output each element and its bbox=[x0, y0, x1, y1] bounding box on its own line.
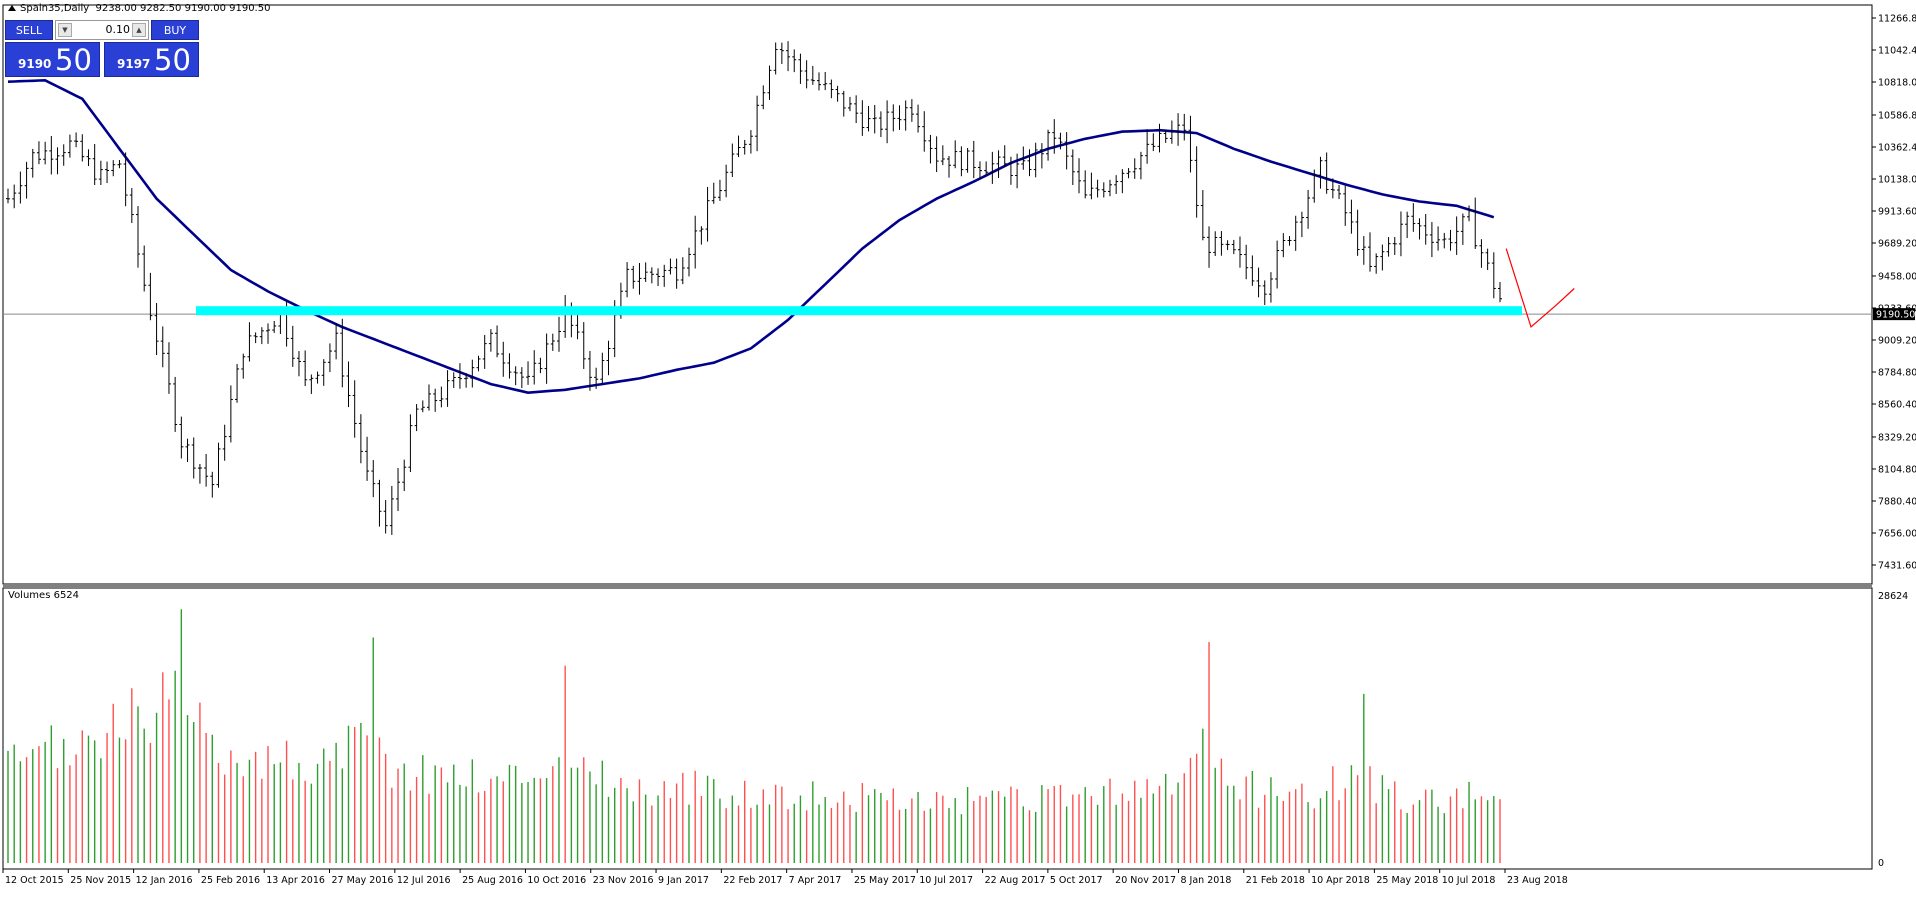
volume-min-label: 0 bbox=[1878, 858, 1884, 869]
price-axis: 11266.80 11042.40 10818.00 10586.80 10362.40… bbox=[1872, 14, 1916, 869]
price-tick-label: 10362.40 bbox=[1878, 142, 1916, 153]
chart-frame bbox=[2, 4, 1873, 870]
price-tick-label: 7656.00 bbox=[1878, 528, 1916, 539]
lot-size-stepper[interactable]: ▼ 0.10 ▲ bbox=[55, 20, 149, 40]
forecast-path bbox=[1505, 248, 1575, 329]
price-tick-label: 9689.20 bbox=[1878, 239, 1916, 250]
price-tick-label: 9009.20 bbox=[1878, 335, 1916, 346]
price-tick-label: 11042.40 bbox=[1878, 46, 1916, 57]
price-tick-label: 11266.80 bbox=[1878, 14, 1916, 25]
lot-size-value[interactable]: 0.10 bbox=[105, 23, 131, 36]
price-tick-label: 8329.20 bbox=[1878, 432, 1916, 443]
price-tick-label: 10586.80 bbox=[1878, 110, 1916, 121]
buy-quote[interactable]: 9197 50 bbox=[104, 42, 199, 77]
collapse-icon[interactable] bbox=[8, 5, 16, 11]
time-tick-label: 25 May 2018 bbox=[1376, 875, 1438, 886]
sell-quote-minor: 50 bbox=[55, 43, 92, 77]
time-axis: 12 Oct 2015 25 Nov 2015 12 Jan 2016 25 Feb … bbox=[2, 869, 1568, 886]
time-tick-label: 5 Oct 2017 bbox=[1050, 875, 1103, 886]
price-tick-label: 8560.40 bbox=[1878, 400, 1916, 411]
symbol-label: Spain35,Daily bbox=[20, 3, 90, 14]
price-tick-label: 8104.80 bbox=[1878, 464, 1916, 475]
time-tick-label: 20 Nov 2017 bbox=[1115, 875, 1176, 886]
time-tick-label: 12 Jan 2016 bbox=[136, 875, 193, 886]
sell-button[interactable]: SELL bbox=[5, 20, 53, 40]
forecast-line bbox=[1505, 248, 1575, 329]
time-tick-label: 25 Nov 2015 bbox=[70, 875, 131, 886]
support-band bbox=[196, 306, 1522, 316]
volume-panel-frame bbox=[2, 587, 1873, 870]
price-tick-label: 8784.80 bbox=[1878, 367, 1916, 378]
moving-average-path bbox=[7, 78, 1495, 395]
chart-header: Spain35,Daily 9238.00 9282.50 9190.00 91… bbox=[8, 3, 270, 14]
price-tick-label: 10818.00 bbox=[1878, 78, 1916, 89]
time-tick-label: 10 Jul 2017 bbox=[919, 875, 973, 886]
volume-bars bbox=[7, 609, 1501, 863]
time-tick-label: 22 Aug 2017 bbox=[985, 875, 1046, 886]
time-tick-label: 22 Feb 2017 bbox=[723, 875, 782, 886]
buy-quote-minor: 50 bbox=[154, 43, 191, 77]
one-click-trading-panel: SELL ▼ 0.10 ▲ BUY 9190 50 9197 50 bbox=[5, 20, 199, 77]
time-tick-label: 7 Apr 2017 bbox=[789, 875, 842, 886]
sell-quote[interactable]: 9190 50 bbox=[5, 42, 100, 77]
support-rectangle bbox=[196, 306, 1522, 316]
time-tick-label: 23 Nov 2016 bbox=[593, 875, 654, 886]
time-tick-label: 10 Jul 2018 bbox=[1442, 875, 1496, 886]
time-tick-label: 10 Apr 2018 bbox=[1311, 875, 1370, 886]
moving-average-line bbox=[7, 78, 1495, 395]
price-bars bbox=[6, 41, 1502, 535]
time-tick-label: 12 Jul 2016 bbox=[397, 875, 451, 886]
volume-panel-title: Volumes 6524 bbox=[8, 590, 80, 601]
sell-quote-major: 9190 bbox=[18, 57, 52, 71]
time-tick-label: 8 Jan 2018 bbox=[1180, 875, 1231, 886]
time-tick-label: 25 Feb 2016 bbox=[201, 875, 260, 886]
volume-max-label: 28624 bbox=[1878, 591, 1908, 602]
price-tick-label: 7431.60 bbox=[1878, 561, 1916, 572]
time-tick-label: 10 Oct 2016 bbox=[527, 875, 586, 886]
price-tick-label: 7880.40 bbox=[1878, 496, 1916, 507]
time-tick-label: 21 Feb 2018 bbox=[1246, 875, 1305, 886]
price-tick-label: 10138.00 bbox=[1878, 174, 1916, 185]
price-panel-frame bbox=[2, 4, 1873, 585]
current-price-box bbox=[1873, 308, 1915, 321]
decrease-lot-icon[interactable]: ▼ bbox=[58, 23, 72, 37]
time-tick-label: 12 Oct 2015 bbox=[5, 875, 64, 886]
time-tick-label: 23 Aug 2018 bbox=[1507, 875, 1568, 886]
time-tick-label: 13 Apr 2016 bbox=[266, 875, 325, 886]
time-tick-label: 27 May 2016 bbox=[332, 875, 394, 886]
buy-quote-major: 9197 bbox=[117, 57, 151, 71]
buy-button[interactable]: BUY bbox=[151, 20, 199, 40]
ohlc-label: 9238.00 9282.50 9190.00 9190.50 bbox=[95, 3, 271, 14]
current-price-label: 9190.50 bbox=[1876, 310, 1915, 321]
increase-lot-icon[interactable]: ▲ bbox=[132, 23, 146, 37]
price-tick-label: 9458.00 bbox=[1878, 271, 1916, 282]
time-tick-label: 25 May 2017 bbox=[854, 875, 916, 886]
time-tick-label: 25 Aug 2016 bbox=[462, 875, 523, 886]
price-tick-label: 9913.60 bbox=[1878, 207, 1916, 218]
time-tick-label: 9 Jan 2017 bbox=[658, 875, 709, 886]
